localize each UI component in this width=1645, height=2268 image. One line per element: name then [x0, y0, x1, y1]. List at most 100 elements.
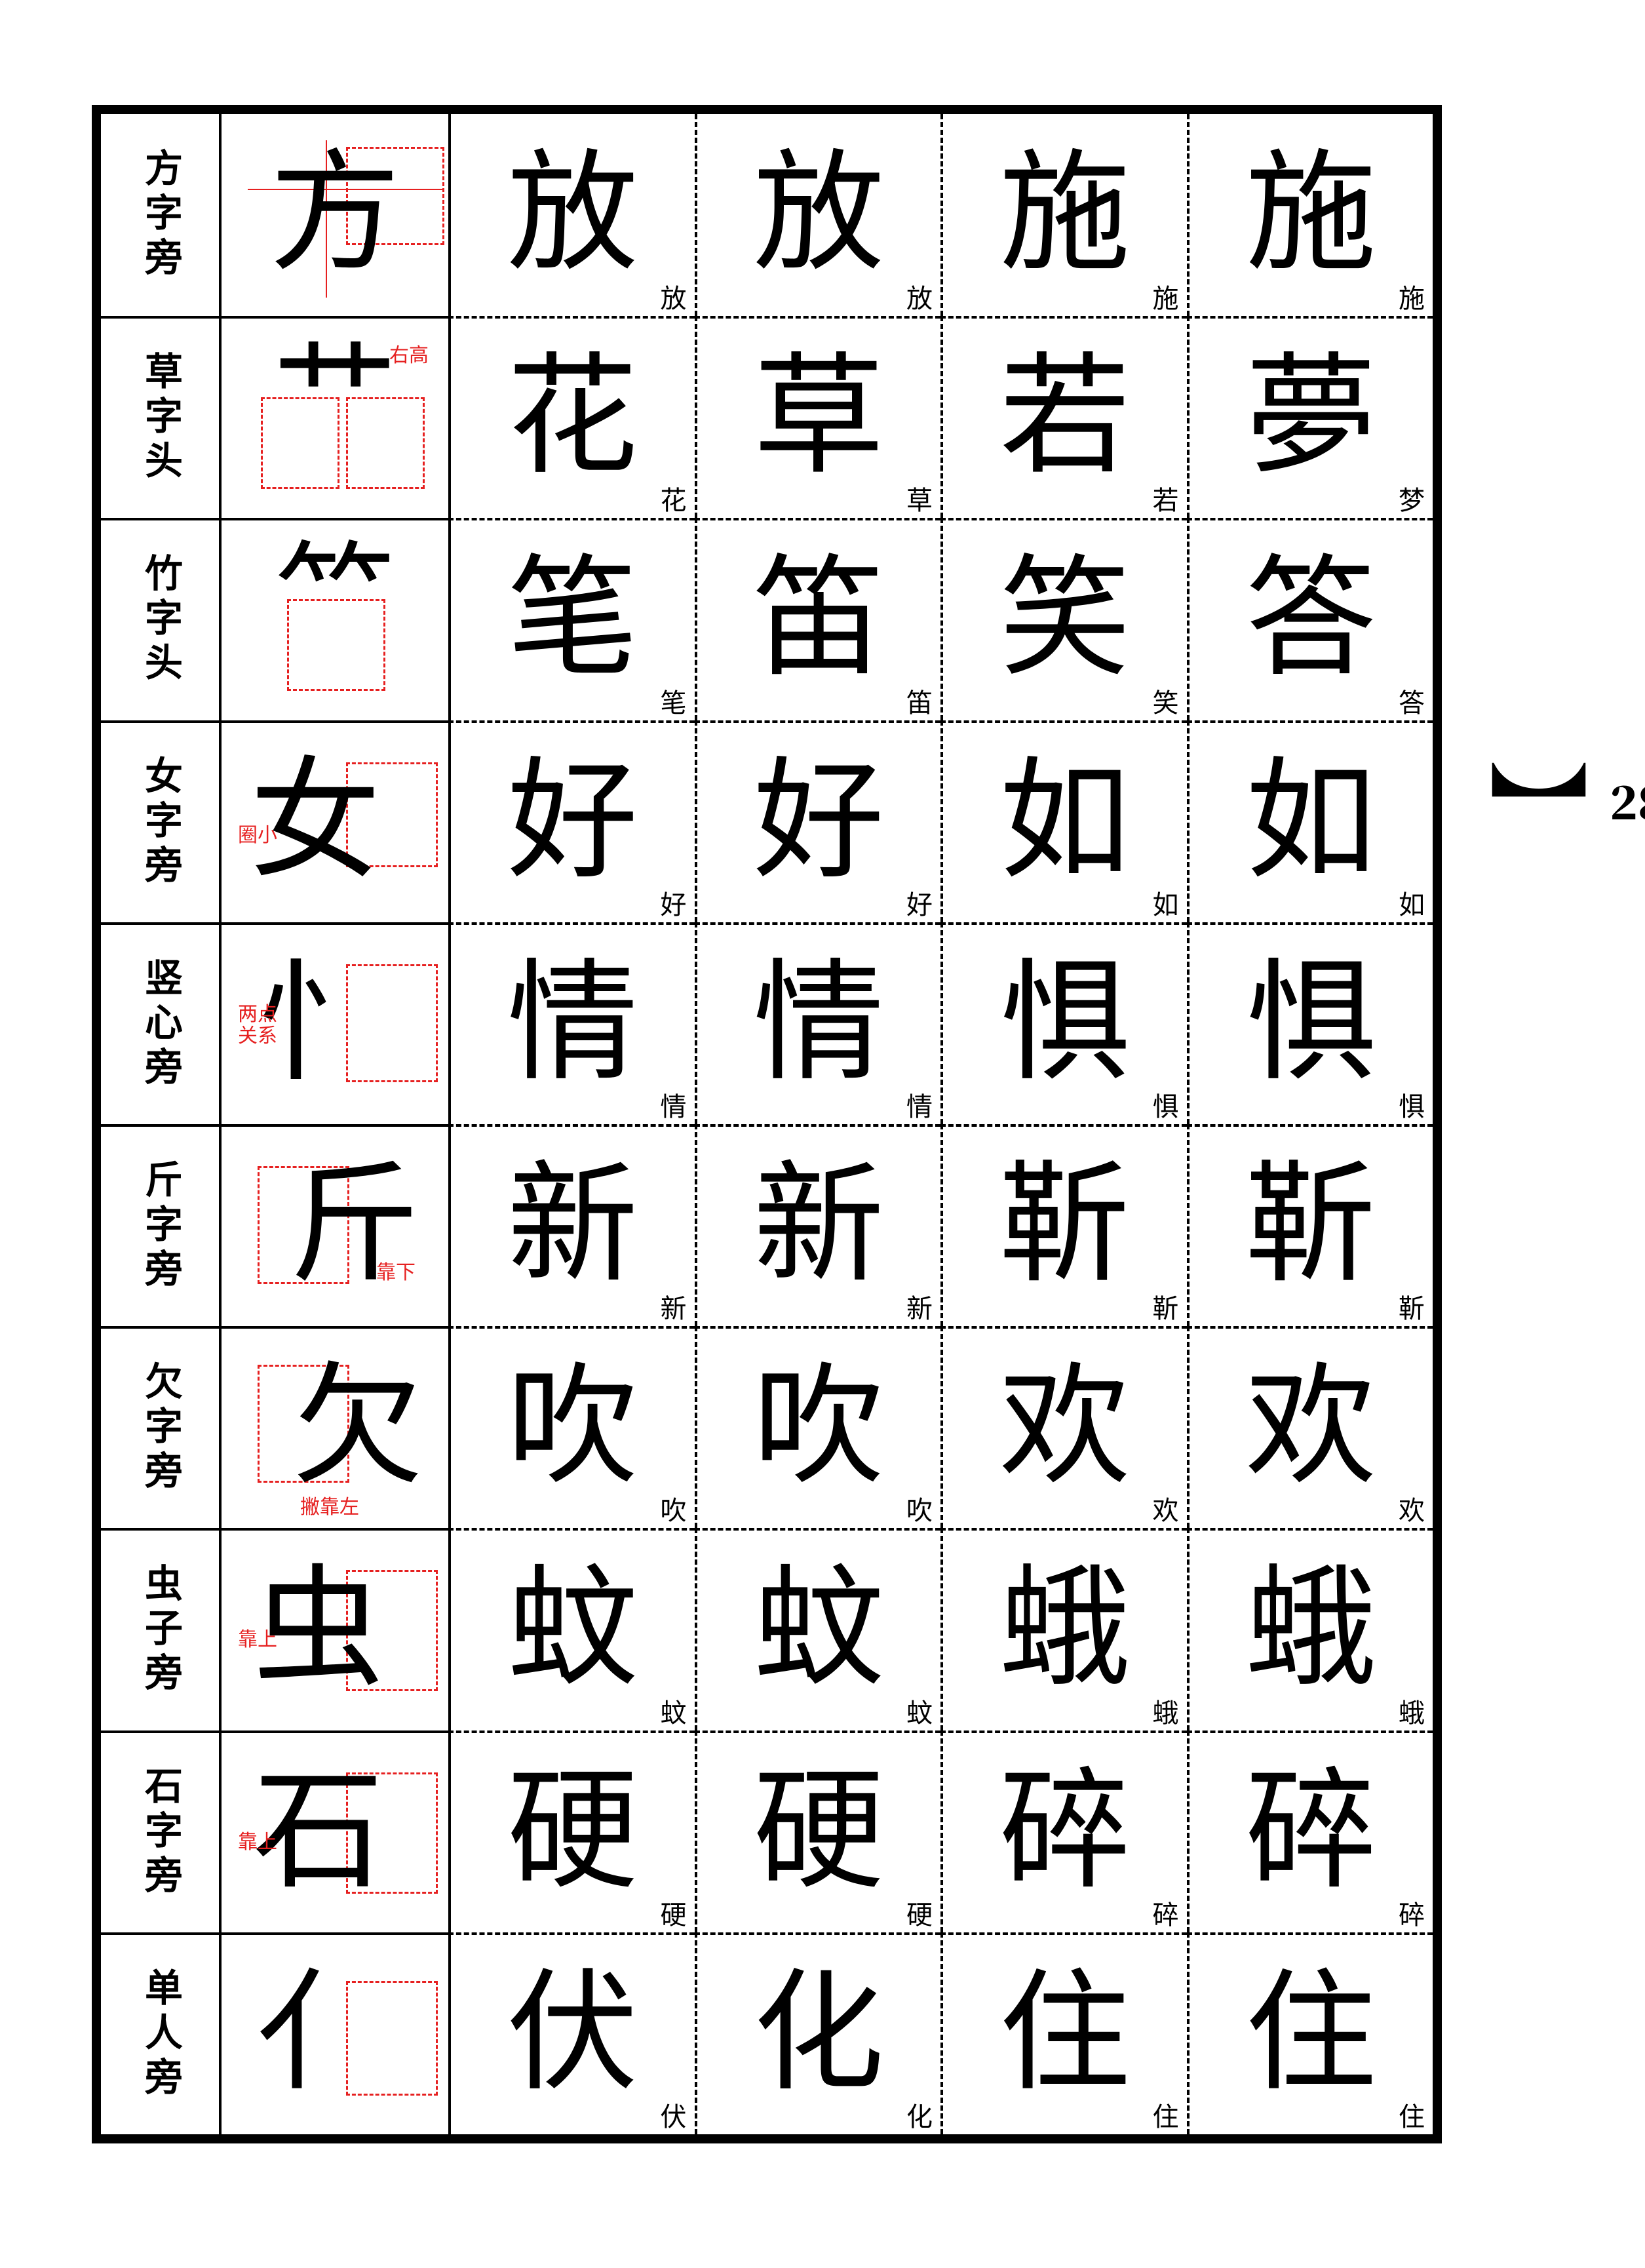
example-cell: 情情 — [695, 922, 941, 1124]
example-cell: 好好 — [448, 720, 695, 922]
example-caption: 情 — [906, 1094, 933, 1120]
example-glyph: 蛾 — [999, 1565, 1131, 1696]
side-title-number: 28 — [1610, 767, 1645, 833]
example-cell: 花花 — [448, 316, 695, 518]
example-glyph: 蚊 — [753, 1565, 884, 1696]
example-cell: 蛾蛾 — [940, 1528, 1187, 1730]
example-caption: 新 — [906, 1296, 933, 1322]
grid-container: 方字旁 方 放放 放放 施施 施施 草字头 右高 艹 花花 草草 若若 夢梦 — [101, 114, 1433, 2134]
example-glyph: 施 — [1245, 149, 1376, 281]
radical-glyph: 艹 — [273, 336, 397, 461]
row-label: 方字旁 — [101, 114, 219, 316]
radical-glyph: 方 — [269, 149, 400, 281]
example-glyph: 新 — [507, 1161, 638, 1292]
example-caption: 花 — [661, 488, 687, 514]
label-text: 虫子旁 — [132, 1563, 187, 1697]
example-glyph: 放 — [507, 149, 638, 281]
example-glyph: 化 — [753, 1969, 884, 2100]
example-cell: 答答 — [1187, 518, 1433, 720]
outer-frame: 方字旁 方 放放 放放 施施 施施 草字头 右高 艹 花花 草草 若若 夢梦 — [92, 105, 1442, 2143]
example-caption: 惧 — [1399, 1094, 1425, 1120]
row-label: 竖心旁 — [101, 922, 219, 1124]
example-caption: 蛾 — [1399, 1700, 1425, 1727]
guide-note: 右高 — [389, 345, 429, 366]
row-label: 斤字旁 — [101, 1124, 219, 1326]
example-glyph: 伏 — [507, 1969, 638, 2100]
guide-note: 两点 关系 — [238, 1004, 277, 1047]
example-glyph: 靳 — [1245, 1161, 1376, 1292]
example-cell: 欢欢 — [1187, 1326, 1433, 1528]
example-cell: 新新 — [448, 1124, 695, 1326]
row-label: 单人旁 — [101, 1932, 219, 2134]
example-glyph: 答 — [1245, 555, 1376, 686]
radical-glyph: 亻 — [256, 1969, 387, 2100]
example-cell: 碎碎 — [1187, 1730, 1433, 1932]
example-caption: 吹 — [906, 1498, 933, 1524]
label-text: 石字旁 — [132, 1766, 187, 1900]
example-glyph: 若 — [999, 353, 1131, 484]
example-glyph: 情 — [507, 959, 638, 1090]
example-caption: 硬 — [661, 1902, 687, 1928]
example-glyph: 碎 — [1245, 1767, 1376, 1898]
example-cell: 蚊蚊 — [695, 1528, 941, 1730]
example-caption: 蛾 — [1153, 1700, 1179, 1727]
example-glyph: 欢 — [1245, 1363, 1376, 1494]
example-cell: 施施 — [940, 114, 1187, 316]
example-glyph: 情 — [753, 959, 884, 1090]
example-caption: 碎 — [1399, 1902, 1425, 1928]
label-text: 竖心旁 — [132, 958, 187, 1091]
example-caption: 碎 — [1153, 1902, 1179, 1928]
example-cell: 新新 — [695, 1124, 941, 1326]
row-label: 石字旁 — [101, 1730, 219, 1932]
example-caption: 笔 — [661, 690, 687, 716]
radical-demo-cell: 靠下 斤 — [219, 1124, 448, 1326]
example-glyph: 花 — [507, 353, 638, 484]
example-caption: 欢 — [1399, 1498, 1425, 1524]
example-cell: 草草 — [695, 316, 941, 518]
radical-demo-cell: ⺮ — [219, 518, 448, 720]
example-cell: 放放 — [448, 114, 695, 316]
radical-glyph: ⺮ — [276, 541, 394, 659]
example-caption: 化 — [906, 2104, 933, 2130]
example-caption: 如 — [1153, 892, 1179, 918]
label-text: 斤字旁 — [132, 1160, 187, 1293]
example-cell: 吹吹 — [695, 1326, 941, 1528]
example-caption: 放 — [661, 286, 687, 312]
radical-demo-cell: 圈小 女 — [219, 720, 448, 922]
example-cell: 惧惧 — [940, 922, 1187, 1124]
example-cell: 夢梦 — [1187, 316, 1433, 518]
example-glyph: 蛾 — [1245, 1565, 1376, 1696]
example-caption: 伏 — [661, 2104, 687, 2130]
radical-glyph: 女 — [250, 757, 381, 888]
example-cell: 硬硬 — [695, 1730, 941, 1932]
example-cell: 笔笔 — [448, 518, 695, 720]
example-cell: 靳靳 — [940, 1124, 1187, 1326]
example-cell: 住住 — [1187, 1932, 1433, 2134]
example-cell: 化化 — [695, 1932, 941, 2134]
row-label: 女字旁 — [101, 720, 219, 922]
example-glyph: 放 — [753, 149, 884, 281]
example-caption: 笑 — [1153, 690, 1179, 716]
example-caption: 情 — [661, 1094, 687, 1120]
example-caption: 梦 — [1399, 488, 1425, 514]
radical-glyph: 欠 — [292, 1363, 423, 1494]
example-cell: 蚊蚊 — [448, 1528, 695, 1730]
example-caption: 好 — [906, 892, 933, 918]
example-caption: 施 — [1153, 286, 1179, 312]
label-text: 欠字旁 — [132, 1361, 187, 1495]
example-glyph: 靳 — [999, 1161, 1131, 1292]
example-cell: 如如 — [1187, 720, 1433, 922]
example-caption: 新 — [661, 1296, 687, 1322]
label-text: 草字头 — [132, 351, 187, 485]
example-caption: 放 — [906, 286, 933, 312]
guide-note: 圈小 — [238, 825, 277, 846]
radical-demo-cell: 撇靠左 欠 — [219, 1326, 448, 1528]
example-cell: 伏伏 — [448, 1932, 695, 2134]
example-caption: 好 — [661, 892, 687, 918]
example-cell: 若若 — [940, 316, 1187, 518]
example-glyph: 吹 — [753, 1363, 884, 1494]
example-caption: 惧 — [1153, 1094, 1179, 1120]
example-caption: 住 — [1153, 2104, 1179, 2130]
row-label: 欠字旁 — [101, 1326, 219, 1528]
example-glyph: 如 — [999, 757, 1131, 888]
